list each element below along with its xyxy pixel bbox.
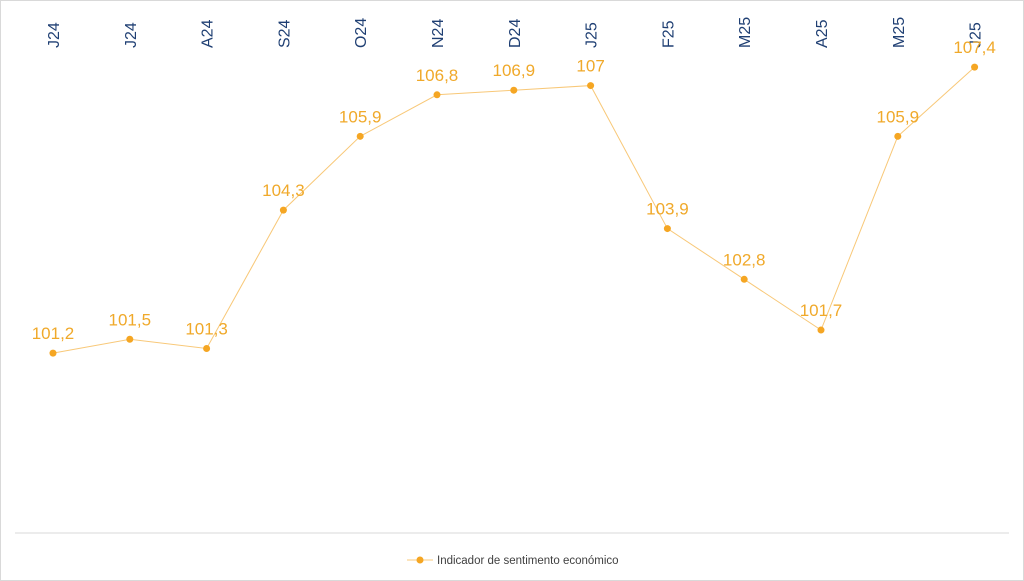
x-tick-label: S24: [276, 19, 293, 48]
data-point: [971, 63, 979, 71]
data-point: [894, 132, 902, 140]
data-label: 101,2: [32, 324, 75, 343]
data-points: [49, 63, 979, 357]
data-label: 101,7: [800, 301, 843, 320]
data-label: 107: [576, 57, 604, 76]
data-label: 104,3: [262, 181, 305, 200]
x-tick-label: A25: [814, 19, 831, 48]
data-label: 105,9: [339, 107, 382, 126]
data-point: [510, 86, 518, 94]
x-tick-label: A24: [200, 19, 217, 48]
data-labels: 101,2 101,5 101,3 104,3 105,9 106,8 106,9 107 10…: [32, 38, 996, 343]
category-labels: J24 J24 A24 S24 O24 N24 D24 J25 F25 M25 A25 M25 J25: [46, 17, 985, 48]
data-point: [279, 206, 287, 214]
data-point: [126, 335, 134, 343]
data-label: 106,9: [493, 61, 536, 80]
x-tick-label: O24: [353, 18, 370, 48]
data-label: 105,9: [877, 107, 920, 126]
data-label: 101,3: [185, 319, 228, 338]
x-tick-label: D24: [507, 19, 524, 48]
data-point: [433, 91, 441, 99]
data-point: [49, 349, 57, 357]
x-tick-label: J25: [584, 22, 601, 48]
data-point: [203, 344, 211, 352]
legend-marker: [416, 556, 424, 564]
data-point: [817, 326, 825, 334]
data-point: [740, 275, 748, 283]
data-label: 102,8: [723, 250, 766, 269]
data-point: [587, 82, 595, 90]
x-tick-label: M25: [737, 17, 754, 48]
legend: Indicador de sentimento económico: [407, 555, 619, 567]
data-label: 107,4: [953, 38, 996, 57]
data-label: 103,9: [646, 200, 689, 219]
data-point: [663, 225, 671, 233]
data-label: 101,5: [109, 310, 152, 329]
x-tick-label: F25: [660, 20, 677, 48]
x-tick-label: J24: [123, 22, 140, 48]
x-tick-label: J24: [46, 22, 63, 48]
x-tick-label: N24: [430, 19, 447, 48]
x-tick-label: J25: [968, 22, 985, 48]
x-tick-label: M25: [891, 17, 908, 48]
data-label: 106,8: [416, 66, 459, 85]
data-point: [356, 132, 364, 140]
legend-label: Indicador de sentimento económico: [437, 555, 619, 567]
